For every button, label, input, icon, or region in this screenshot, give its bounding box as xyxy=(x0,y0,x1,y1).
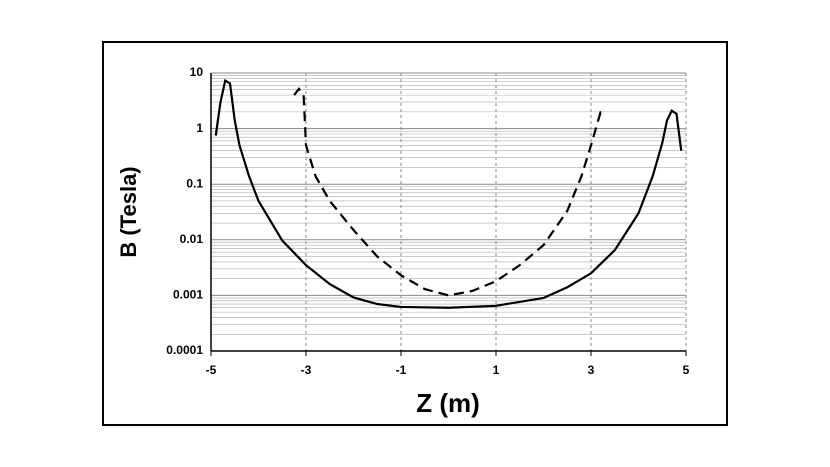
data-line xyxy=(214,78,683,309)
x-tick-label: -3 xyxy=(301,363,312,377)
y-tick-label: 0.01 xyxy=(180,232,204,246)
x-tick-label: 1 xyxy=(493,363,500,377)
x-axis-label: Z (m) xyxy=(416,388,480,418)
x-tick-label: 5 xyxy=(683,363,690,377)
y-tick-label: 1 xyxy=(196,121,203,135)
y-tick-label: 0.1 xyxy=(186,176,203,190)
y-tick-label: 0.0001 xyxy=(166,343,203,357)
y-tick-label: 0.001 xyxy=(173,288,203,302)
data-line xyxy=(293,86,606,297)
chart-frame xyxy=(102,41,728,426)
x-tick-label: -1 xyxy=(396,363,407,377)
x-tick-label: 3 xyxy=(588,363,595,377)
y-tick-label: 10 xyxy=(190,65,204,79)
x-tick-label: -5 xyxy=(206,363,217,377)
y-axis-label: B (Tesla) xyxy=(116,166,141,257)
